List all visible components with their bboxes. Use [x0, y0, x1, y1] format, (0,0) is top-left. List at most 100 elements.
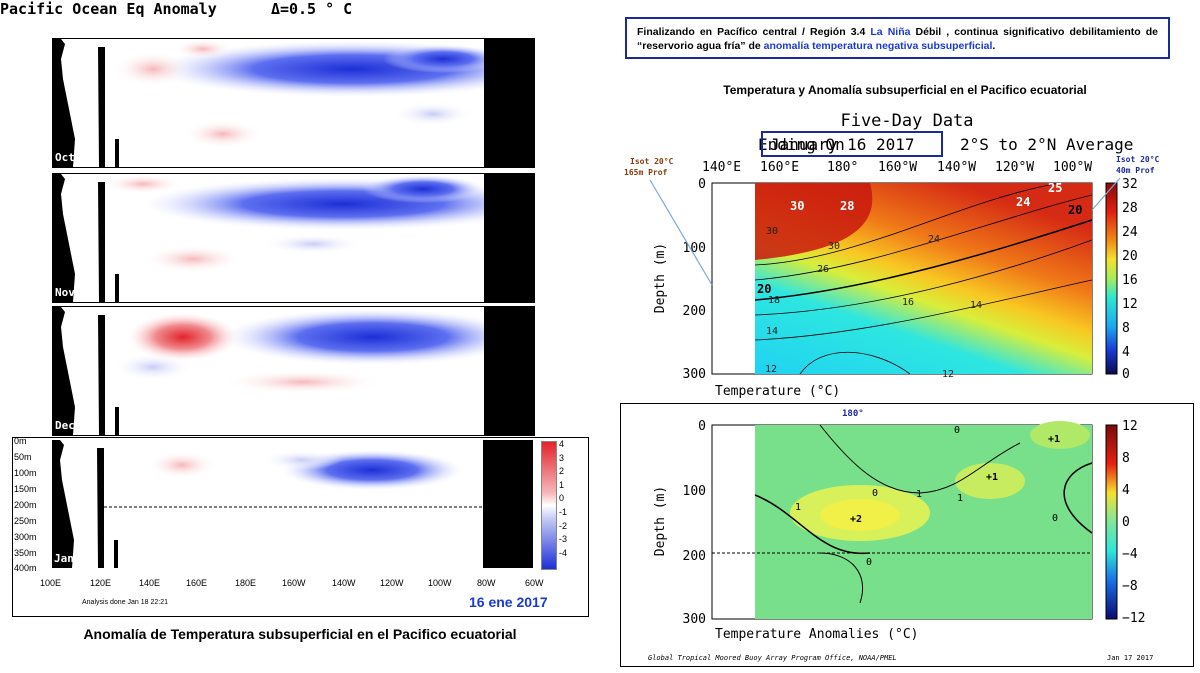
svg-text:12: 12 [1122, 297, 1138, 312]
average-label: 2°S to 2°N Average [960, 135, 1133, 154]
annotation: +2 [850, 514, 862, 525]
bottom-ylabel: Depth (m) [653, 486, 668, 556]
anomaly-colorbar-right [1105, 424, 1118, 620]
left-caption: Anomalía de Temperatura subsuperficial e… [83, 626, 517, 642]
temperature-colorbar [1105, 182, 1118, 375]
svg-text:0: 0 [872, 488, 878, 499]
svg-text:0: 0 [1122, 367, 1130, 382]
annotation: 30 [790, 199, 804, 213]
anomaly-map-jan: Jan 17 [52, 440, 533, 568]
anomaly-map-nov: Nov 16 [53, 174, 534, 302]
svg-text:8: 8 [1122, 321, 1130, 336]
note-box: Finalizando en Pacífico central / Región… [625, 17, 1170, 59]
annotation: 25 [1048, 181, 1062, 195]
panel-label: Dec 16 [55, 419, 95, 432]
svg-text:−4: −4 [1122, 547, 1138, 562]
svg-text:26: 26 [817, 264, 829, 275]
svg-text:160°E: 160°E [760, 160, 799, 175]
svg-text:16: 16 [1122, 273, 1138, 288]
analysis-text: Analysis done Jan 18 22:21 [82, 599, 169, 606]
svg-text:4: 4 [1122, 483, 1130, 498]
svg-text:160°W: 160°W [878, 160, 917, 175]
isot-left-1: Isot 20°C [630, 157, 674, 166]
anomaly-map-dec: Dec 16 [53, 307, 534, 435]
isot-left-2: 165m Prof [624, 168, 668, 177]
svg-text:1: 1 [957, 493, 963, 504]
svg-text:32: 32 [1122, 177, 1138, 192]
anomaly-panel-nov: Nov 16 [52, 173, 535, 303]
anomaly-chart-frame [620, 403, 1194, 667]
svg-text:12: 12 [1122, 419, 1138, 434]
svg-text:12: 12 [942, 369, 954, 380]
isot-right-2: 40m Prof [1116, 166, 1155, 175]
panel-label: Oct 16 [55, 151, 95, 164]
svg-text:100°W: 100°W [1053, 160, 1092, 175]
footer-right: Jan 17 2017 [1107, 654, 1153, 662]
temperature-chart: Five-Day Data Ending On January 16 2017 … [624, 111, 1160, 399]
svg-text:140°W: 140°W [937, 160, 976, 175]
anomaly-title: Pacific Ocean Eq Anomaly Δ=0.5 ° C [0, 0, 353, 18]
svg-text:30: 30 [766, 226, 778, 237]
ending-prefix: Ending On [758, 135, 845, 154]
anomaly-panel-dec: Dec 16 [52, 306, 535, 436]
svg-text:0: 0 [1122, 515, 1130, 530]
annotation: 20 [1068, 203, 1082, 217]
panel-label: Jan 17 [54, 552, 94, 565]
top-xlabel: Temperature (°C) [715, 384, 840, 399]
svg-text:200: 200 [683, 304, 706, 319]
svg-text:16: 16 [902, 297, 914, 308]
top-ylabel: Depth (m) [653, 243, 668, 313]
annotation: 24 [1016, 195, 1030, 209]
annotation: +1 [1048, 434, 1060, 445]
anomaly-panel-oct: Oct 16 [52, 38, 535, 168]
svg-text:−12: −12 [1122, 611, 1145, 626]
footer-left: Global Tropical Moored Buoy Array Progra… [648, 654, 897, 662]
isot-left-arrow [649, 179, 713, 286]
svg-text:0: 0 [698, 177, 706, 192]
right-title: Temperatura y Anomalía subsuperficial en… [723, 83, 1087, 97]
ending-date: January 16 2017 [770, 135, 915, 154]
svg-text:14: 14 [970, 300, 982, 311]
anomaly-chart: 180° 0 100 200 300 Depth (m) Temperature… [648, 409, 1153, 662]
svg-text:8: 8 [1122, 451, 1130, 466]
svg-text:300: 300 [683, 612, 706, 627]
annotation: +1 [986, 472, 998, 483]
chart-title: Five-Day Data [840, 111, 973, 131]
svg-text:300: 300 [683, 367, 706, 382]
lon-180-label: 180° [842, 409, 864, 419]
anomaly-map-oct: Oct 16 [53, 39, 534, 167]
svg-text:200: 200 [683, 549, 706, 564]
svg-text:180°: 180° [827, 160, 858, 175]
svg-text:30: 30 [828, 241, 840, 252]
svg-text:0: 0 [1052, 513, 1058, 524]
svg-text:14: 14 [766, 326, 778, 337]
date-label: 16 ene 2017 [469, 594, 548, 610]
annotation: 28 [840, 199, 854, 213]
anomaly-panel-jan-frame [12, 437, 589, 617]
svg-text:4: 4 [1122, 345, 1130, 360]
svg-text:120°W: 120°W [995, 160, 1034, 175]
annotation: 20 [757, 282, 771, 296]
svg-text:1: 1 [795, 502, 801, 513]
svg-text:20: 20 [1122, 249, 1138, 264]
isot-right-arrow [1091, 177, 1121, 211]
svg-text:12: 12 [765, 364, 777, 375]
svg-text:0: 0 [954, 425, 960, 436]
anomaly-panel-jan: Jan 17 [52, 440, 533, 568]
anomaly-colorbar [541, 441, 557, 570]
svg-text:0: 0 [698, 419, 706, 434]
isot-right-1: Isot 20°C [1116, 155, 1160, 164]
svg-text:1: 1 [916, 489, 922, 500]
svg-text:−8: −8 [1122, 579, 1138, 594]
panel-label: Nov 16 [55, 286, 95, 299]
svg-text:28: 28 [1122, 201, 1138, 216]
svg-text:24: 24 [928, 234, 940, 245]
svg-text:140°E: 140°E [702, 160, 741, 175]
svg-text:18: 18 [768, 295, 780, 306]
svg-text:0: 0 [866, 557, 872, 568]
ending-date-box [761, 131, 943, 157]
svg-text:24: 24 [1122, 225, 1138, 240]
bottom-xlabel: Temperature Anomalies (°C) [715, 627, 919, 642]
svg-text:100: 100 [683, 484, 706, 499]
